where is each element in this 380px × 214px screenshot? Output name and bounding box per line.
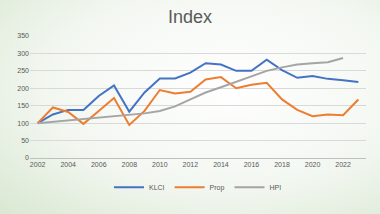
svg-text:2022: 2022 (335, 161, 351, 168)
svg-text:2006: 2006 (91, 161, 107, 168)
svg-text:200: 200 (17, 85, 29, 92)
svg-text:300: 300 (17, 50, 29, 57)
svg-text:2020: 2020 (305, 161, 321, 168)
svg-text:350: 350 (17, 32, 29, 39)
svg-text:50: 50 (21, 137, 29, 144)
svg-text:250: 250 (17, 67, 29, 74)
svg-text:100: 100 (17, 120, 29, 127)
svg-text:2008: 2008 (121, 161, 137, 168)
svg-text:2014: 2014 (213, 161, 229, 168)
svg-text:2004: 2004 (60, 161, 76, 168)
svg-text:150: 150 (17, 102, 29, 109)
svg-text:Index: Index (168, 7, 212, 27)
svg-text:2012: 2012 (183, 161, 199, 168)
svg-text:Prop: Prop (210, 184, 225, 192)
svg-text:2018: 2018 (274, 161, 290, 168)
svg-text:2010: 2010 (152, 161, 168, 168)
svg-text:2002: 2002 (30, 161, 46, 168)
svg-text:2016: 2016 (244, 161, 260, 168)
svg-text:HPI: HPI (270, 184, 282, 191)
svg-text:KLCI: KLCI (149, 184, 165, 191)
svg-text:0: 0 (25, 154, 29, 161)
